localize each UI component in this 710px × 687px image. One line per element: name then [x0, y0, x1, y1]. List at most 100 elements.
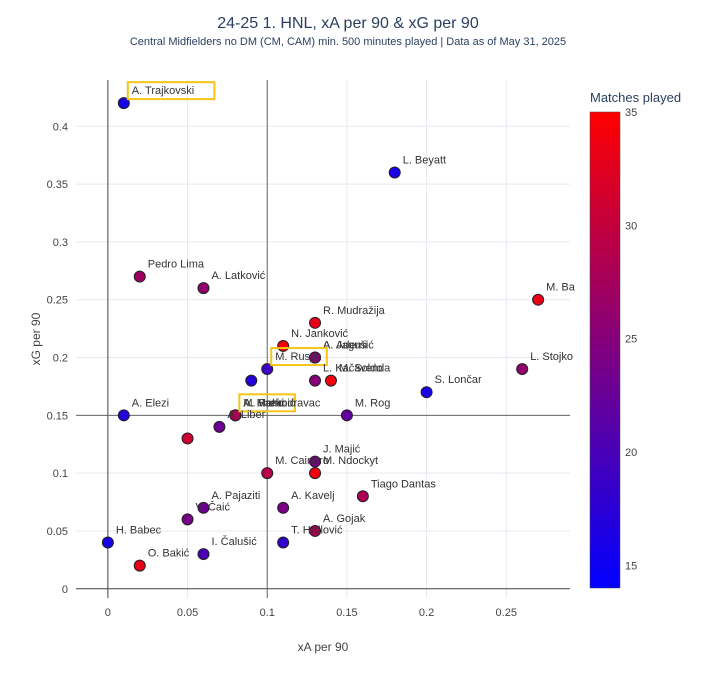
point-label: T. Hrdlović [291, 525, 343, 537]
point-label: I. Čalušić [211, 535, 257, 548]
colorbar-tick-label: 20 [625, 447, 637, 459]
point-label: J. Majić [323, 444, 361, 456]
y-tick-label: 0.25 [47, 295, 68, 307]
point-label: L. Kačavenda [323, 363, 391, 375]
x-tick-label: 0.05 [177, 607, 198, 619]
y-axis-label: xG per 90 [29, 312, 43, 365]
data-point [309, 524, 322, 537]
point-label: A. Hanić [243, 397, 285, 409]
point-label: A. Latković [211, 270, 265, 282]
data-point [197, 282, 210, 295]
data-point [261, 363, 274, 376]
x-axis-label: xA per 90 [298, 640, 349, 654]
data-point [213, 420, 226, 433]
point-labels: A. Trajkovski L. Beyatt Pedro Lima A. Latko… [116, 81, 576, 560]
highlight-box [270, 347, 328, 367]
point-label: Tiago Dantas [371, 478, 437, 490]
y-tick-label: 0.3 [53, 237, 68, 249]
data-point [229, 409, 242, 422]
colorbar-tick-label: 15 [625, 560, 637, 572]
data-point [532, 293, 545, 306]
y-tick-label: 0.1 [53, 468, 68, 480]
point-label: L. Stojko [530, 351, 573, 363]
data-point [101, 536, 114, 549]
data-point [277, 339, 290, 352]
data-point [133, 270, 146, 283]
point-label: A. Trajkovski [132, 85, 194, 97]
point-label: A. Elezi [132, 397, 169, 409]
point-label: S. Lončar [435, 374, 482, 386]
y-tick-label: 0.4 [53, 121, 68, 133]
data-point [277, 536, 290, 549]
zero-lines [76, 80, 570, 598]
data-point [356, 490, 369, 503]
point-label: A. Kavelj [291, 490, 334, 502]
colorbar-tick-label: 25 [625, 334, 637, 346]
data-point [245, 374, 258, 387]
point-label: M. Rusyn [275, 351, 321, 363]
point-label: A. Ademi [323, 340, 367, 352]
highlight-box [126, 81, 216, 101]
data-points [101, 97, 545, 572]
data-point [324, 374, 337, 387]
data-point [117, 97, 130, 110]
reference-lines [76, 80, 570, 598]
colorbar-tick-label: 30 [625, 220, 637, 232]
chart-subtitle: Central Midfielders no DM (CM, CAM) min.… [130, 36, 566, 48]
data-point [309, 455, 322, 468]
data-point [309, 316, 322, 329]
y-tick-label: 0 [62, 584, 68, 596]
point-label: V. Čaić [196, 500, 231, 513]
data-point [309, 351, 322, 364]
data-point [420, 386, 433, 399]
data-point [261, 467, 274, 480]
point-label: M. Rog [355, 397, 390, 409]
x-tick-label: 0.2 [419, 607, 434, 619]
x-tick-label: 0.1 [260, 607, 275, 619]
x-tick-label: 0 [105, 607, 111, 619]
point-label: A. Mahmić [243, 397, 295, 409]
y-axis-ticks: 0 0.05 0.1 0.15 0.2 0.25 0.3 0.35 0.4 [47, 121, 68, 596]
plot-area [76, 80, 570, 598]
data-point [181, 513, 194, 526]
y-tick-label: 0.35 [47, 179, 68, 191]
data-point [197, 548, 210, 561]
data-point [516, 363, 529, 376]
data-point [309, 467, 322, 480]
y-tick-label: 0.05 [47, 526, 68, 538]
point-label: O. Bakić [148, 548, 190, 560]
data-point [388, 166, 401, 179]
point-label: M. Prekodravac [243, 397, 321, 409]
colorbar-tick-label: 35 [625, 107, 637, 119]
data-point [277, 501, 290, 514]
data-point [117, 409, 130, 422]
colorbar-title: Matches played [590, 90, 681, 105]
data-point [133, 559, 146, 572]
point-label: A. Jagušić [323, 340, 374, 352]
x-axis-ticks: 0 0.05 0.1 0.15 0.2 0.25 [105, 607, 517, 619]
data-point [340, 409, 353, 422]
point-label: L. Beyatt [403, 155, 446, 167]
point-label: A. Gojak [323, 513, 366, 525]
point-label: A. Liber [227, 409, 265, 421]
x-tick-label: 0.15 [336, 607, 357, 619]
data-point [309, 374, 322, 387]
x-tick-label: 0.25 [496, 607, 517, 619]
point-label: M. Ndockyt [323, 455, 378, 467]
y-tick-label: 0.15 [47, 410, 68, 422]
point-label: A. Pajaziti [211, 490, 260, 502]
chart-title: 24-25 1. HNL, xA per 90 & xG per 90 [217, 15, 479, 32]
point-label: R. Mudražija [323, 305, 386, 317]
data-point [197, 501, 210, 514]
data-point [181, 432, 194, 445]
point-label: H. Babec [116, 525, 162, 537]
highlight-box [238, 393, 296, 413]
colorbar [589, 111, 621, 589]
point-label: M. Ba [546, 282, 576, 294]
point-label: M. Cainero [275, 455, 329, 467]
colorbar-ticks: 15 20 25 30 35 [625, 107, 637, 572]
y-tick-label: 0.2 [53, 353, 68, 365]
point-label: Pedro Lima [148, 259, 205, 271]
point-label: N. Janković [291, 328, 348, 340]
